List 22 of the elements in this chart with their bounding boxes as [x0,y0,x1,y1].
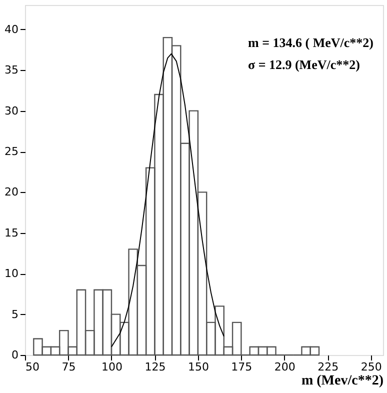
y-tick-label: 15 [4,226,18,240]
x-tick-label: 75 [62,360,76,374]
y-tick-label: 40 [4,22,18,36]
annotation: σ = 12.9 (MeV/c**2) [248,57,360,72]
x-tick-label: 150 [188,360,209,374]
y-tick-label: 30 [4,104,18,118]
y-tick-label: 25 [4,145,18,158]
y-tick-label: 10 [4,267,18,280]
x-axis-title: m (Mev/c**2) [301,374,384,388]
x-tick-label: 125 [144,360,166,374]
y-tick-label: 0 [12,348,18,362]
x-tick-label: 50 [26,360,40,374]
x-tick-label: 200 [274,360,296,374]
line-series [110,53,224,348]
y-tick-label: 5 [12,308,18,321]
x-tick-label: 175 [231,360,252,374]
x-tick-label: 225 [318,360,339,374]
annotation: m = 134.6 ( MeV/c**2) [248,35,374,50]
y-tick-label: 20 [4,186,18,199]
x-tick-label: 250 [360,360,382,374]
y-tick-label: 35 [4,64,18,77]
x-tick-label: 100 [101,360,122,374]
